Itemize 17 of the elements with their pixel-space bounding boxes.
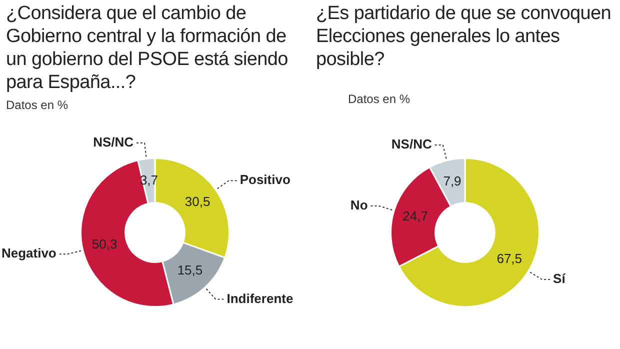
data-label: 15,5 <box>177 262 203 278</box>
slice-label: No <box>350 197 368 212</box>
chart-subtitle: Datos en % <box>6 98 68 112</box>
data-label: 67,5 <box>496 251 522 266</box>
slice-label: NS/NC <box>391 136 432 152</box>
data-label: 7,9 <box>443 174 462 189</box>
chart-title: ¿Considera que el cambio de Gobierno central y la formación de un gobierno del PSOE está siendo para España...? <box>6 2 289 94</box>
slice-label: NS/NC <box>93 134 134 150</box>
slice-label: Negativo <box>1 246 56 261</box>
slice-label: Sí <box>553 271 566 286</box>
slice-label: Indiferente <box>226 290 294 306</box>
data-label: 50,3 <box>92 236 118 252</box>
data-label: 24,7 <box>402 208 428 224</box>
chart-subtitle: Datos en % <box>348 92 410 106</box>
data-label: 30,5 <box>184 194 210 210</box>
slice-label: Positivo <box>240 172 290 188</box>
chart-title: ¿Es partidario de que se convoquen Elecciones generales lo antes posible? <box>316 2 612 71</box>
